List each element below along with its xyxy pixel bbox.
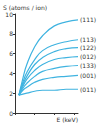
- svg-text:(012): (012): [80, 53, 96, 60]
- svg-text:4: 4: [9, 70, 13, 77]
- svg-text:8: 8: [9, 30, 13, 37]
- svg-text:(113): (113): [80, 36, 96, 43]
- svg-text:E (keV): E (keV): [57, 116, 78, 123]
- svg-text:(111): (111): [80, 16, 96, 23]
- svg-text:(133): (133): [80, 62, 96, 69]
- svg-text:0: 0: [9, 110, 13, 117]
- svg-text:(122): (122): [80, 44, 96, 51]
- svg-text:2: 2: [9, 90, 13, 97]
- svg-text:10: 10: [5, 11, 13, 18]
- svg-text:6: 6: [9, 50, 13, 57]
- svg-text:S (atoms / ion): S (atoms / ion): [3, 4, 47, 11]
- svg-text:(011): (011): [80, 86, 96, 93]
- svg-text:(001): (001): [80, 72, 96, 79]
